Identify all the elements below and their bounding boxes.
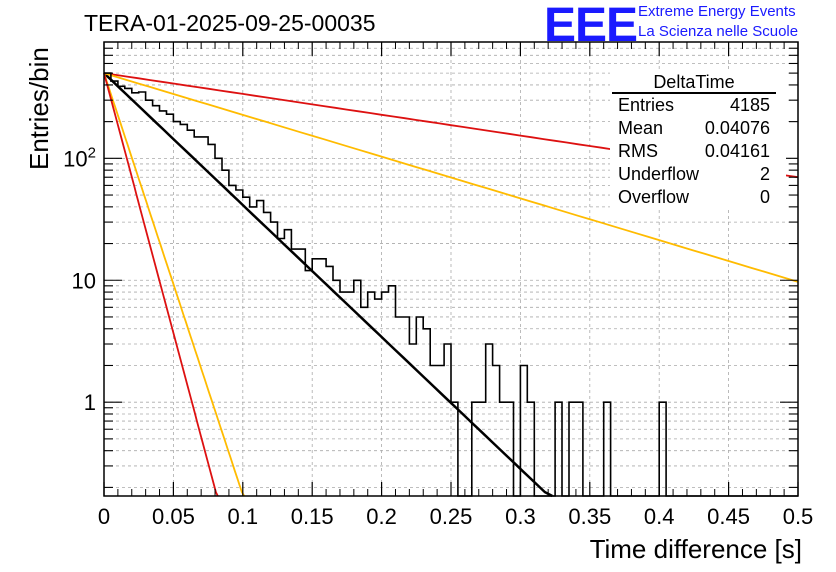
y-tick-label: 102 [63,144,96,171]
stats-label: Underflow [618,164,700,184]
stats-label: RMS [618,141,658,161]
stats-label: Mean [618,118,663,138]
x-axis-label: Time difference [s] [589,534,802,564]
x-tick-label: 0.2 [366,504,397,529]
stats-value: 0.04076 [705,118,770,138]
stats-title: DeltaTime [653,72,734,92]
x-tick-label: 0.1 [228,504,259,529]
y-tick-label: 1 [84,390,96,415]
x-tick-label: 0.3 [505,504,536,529]
y-axis-label: Entries/bin [24,47,54,170]
stats-box: DeltaTime Entries 4185 Mean 0.04076 RMS 0.0416… [610,70,786,208]
eee-logo: EEE [544,0,638,52]
series-yellow-fast [103,72,245,497]
x-tick-label: 0.25 [430,504,473,529]
brand-line-1: Extreme Energy Events [638,3,796,20]
x-tick-label: 0.5 [783,504,814,529]
stats-value: 0.04161 [705,141,770,161]
x-tick-label: 0.05 [152,504,195,529]
stats-value: 4185 [730,95,770,115]
y-tick-label: 10 [72,268,96,293]
x-tick-label: 0.15 [291,504,334,529]
stats-label: Overflow [618,187,690,207]
series-fit [103,72,553,498]
tick-layer: 0 0.05 0.1 0.15 0.2 0.25 0.3 0.35 0.4 0.45 0.5 1 10 1… [63,42,813,529]
chart-title: TERA-01-2025-09-25-00035 [84,10,376,36]
stats-label: Entries [618,95,674,115]
x-tick-label: 0.4 [644,504,675,529]
x-tick-label: 0.45 [707,504,750,529]
series-red-fast [103,72,219,497]
series-layer [103,72,799,498]
stats-value: 0 [760,187,770,207]
series-yellow-slow [103,72,799,283]
x-tick-label: 0 [98,504,110,529]
x-tick-label: 0.35 [568,504,611,529]
stats-value: 2 [760,164,770,184]
brand-line-2: La Scienza nelle Scuole [638,23,799,40]
